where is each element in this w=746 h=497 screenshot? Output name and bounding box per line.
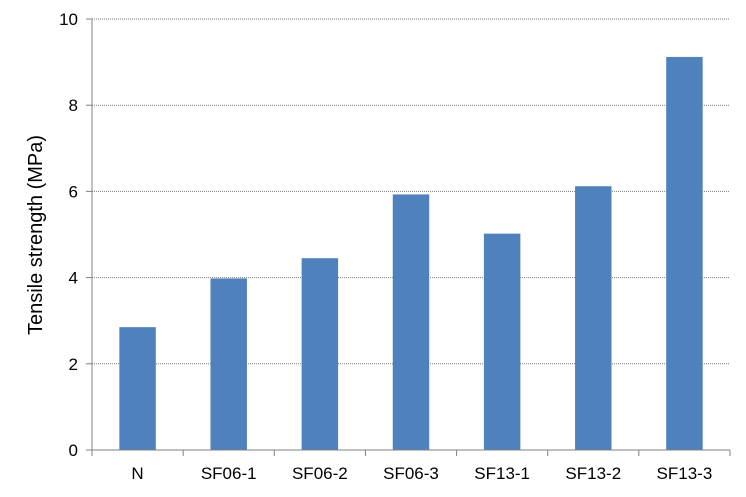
bars xyxy=(119,56,703,450)
y-tick-label: 4 xyxy=(69,269,78,288)
y-axis-label: Tensile strength (MPa) xyxy=(25,135,47,335)
x-tick-label: SF06-3 xyxy=(383,464,439,483)
y-tick-label: 8 xyxy=(69,96,78,115)
x-tick-label: SF13-3 xyxy=(657,464,713,483)
y-tick-label: 2 xyxy=(69,355,78,374)
y-tick-label: 6 xyxy=(69,182,78,201)
y-tick-label: 10 xyxy=(59,10,78,29)
x-tick-label: N xyxy=(131,464,143,483)
bar-sf13-2 xyxy=(575,186,612,450)
x-tick-label: SF06-1 xyxy=(201,464,257,483)
x-tick-label: SF13-1 xyxy=(474,464,530,483)
bar-sf06-1 xyxy=(210,278,247,450)
bar-sf06-3 xyxy=(392,194,430,450)
bar-sf06-2 xyxy=(301,258,339,450)
axes xyxy=(86,18,731,456)
y-tick-label: 0 xyxy=(69,441,78,460)
x-tick-label: SF06-2 xyxy=(292,464,348,483)
x-tick-labels: N SF06-1 SF06-2 SF06-3 SF13-1 SF13-2 SF13-3 xyxy=(131,464,712,483)
y-tick-labels: 0 2 4 6 8 10 xyxy=(59,10,78,460)
bar-sf13-1 xyxy=(483,233,521,450)
x-tick-label: SF13-2 xyxy=(565,464,621,483)
bar-sf13-3 xyxy=(666,56,703,450)
bar-n xyxy=(119,327,156,450)
